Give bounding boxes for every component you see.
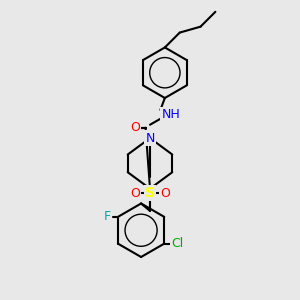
Text: O: O bbox=[130, 187, 140, 200]
Text: Cl: Cl bbox=[172, 237, 184, 250]
Text: O: O bbox=[160, 187, 170, 200]
Text: F: F bbox=[104, 210, 111, 224]
Text: N: N bbox=[145, 132, 155, 145]
Text: S: S bbox=[145, 186, 155, 200]
Text: NH: NH bbox=[161, 108, 180, 121]
Text: O: O bbox=[130, 121, 140, 134]
